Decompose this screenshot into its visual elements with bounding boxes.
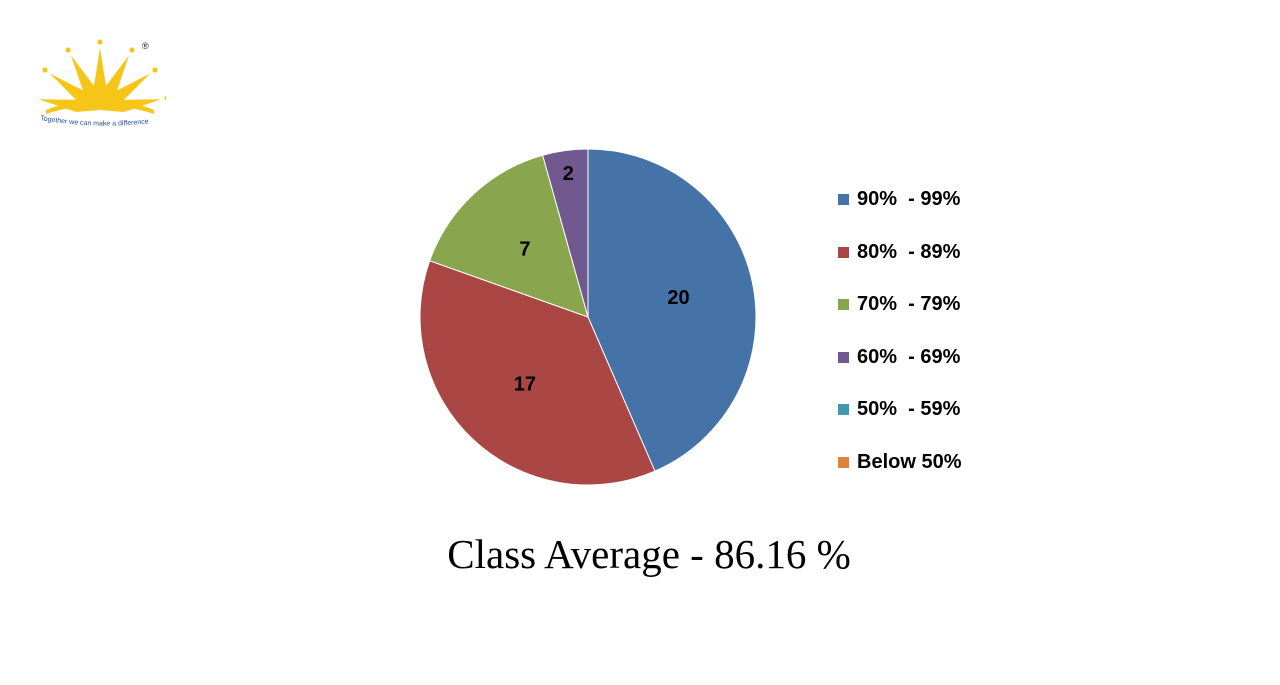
pie-data-label: 2 (563, 163, 574, 185)
legend-swatch (838, 299, 849, 310)
pie-data-label: 7 (519, 238, 530, 260)
legend-item: 60% - 69% (838, 345, 1038, 398)
legend-swatch (838, 246, 849, 258)
legend-label: 70% - 79% (857, 293, 961, 315)
legend-item: 90% - 99% (838, 187, 1038, 240)
logo-base (46, 99, 154, 114)
legend-label: 60% - 69% (857, 345, 961, 368)
pie-chart-svg: 20 17 7 2 (419, 148, 757, 486)
logo-rays (38, 39, 166, 114)
logo-ray (100, 55, 130, 110)
legend-item: 50% - 59% (838, 397, 1038, 450)
legend-label: 90% - 99% (857, 188, 961, 210)
legend-swatch (838, 351, 849, 363)
legend-label: 80% - 89% (857, 240, 961, 263)
pie-slice (429, 154, 589, 318)
logo-dot (164, 95, 166, 101)
legend-swatch (838, 194, 849, 205)
pie-data-label: 17 (514, 374, 536, 396)
logo-dot (42, 67, 48, 73)
class-average-caption: Class Average - 86.16 % (447, 531, 851, 577)
logo-tagline: Together we can make a difference (40, 115, 149, 127)
legend-item: 80% - 89% (838, 240, 1038, 293)
sunburst-logo-icon: ® Together we can make a difference (38, 39, 166, 128)
pie-slice (542, 148, 589, 318)
logo-dot (65, 47, 71, 53)
pie-slice (587, 148, 757, 472)
logo-ray (93, 48, 107, 110)
logo-ray (70, 55, 100, 110)
legend-item: Below 50% (838, 450, 1038, 503)
chart-legend: 90% - 99% 80% - 89% 70% - 79% 60% - 69% … (838, 187, 1038, 502)
logo-tagline-path: Together we can make a difference (40, 115, 149, 127)
pie-slice (419, 260, 656, 486)
logo-registered-mark: ® (142, 41, 149, 51)
legend-label: 50% - 59% (857, 398, 961, 420)
legend-swatch (838, 456, 849, 468)
logo: ® Together we can make a difference (36, 30, 166, 130)
pie-data-label: 20 (667, 287, 689, 309)
legend-item: 70% - 79% (838, 292, 1038, 345)
logo-dot (97, 39, 103, 45)
legend-label: Below 50% (857, 450, 962, 473)
legend-swatch (838, 404, 849, 415)
logo-dot (129, 47, 135, 53)
logo-dot (152, 67, 158, 73)
pie-chart: 20 17 7 2 (410, 140, 770, 500)
